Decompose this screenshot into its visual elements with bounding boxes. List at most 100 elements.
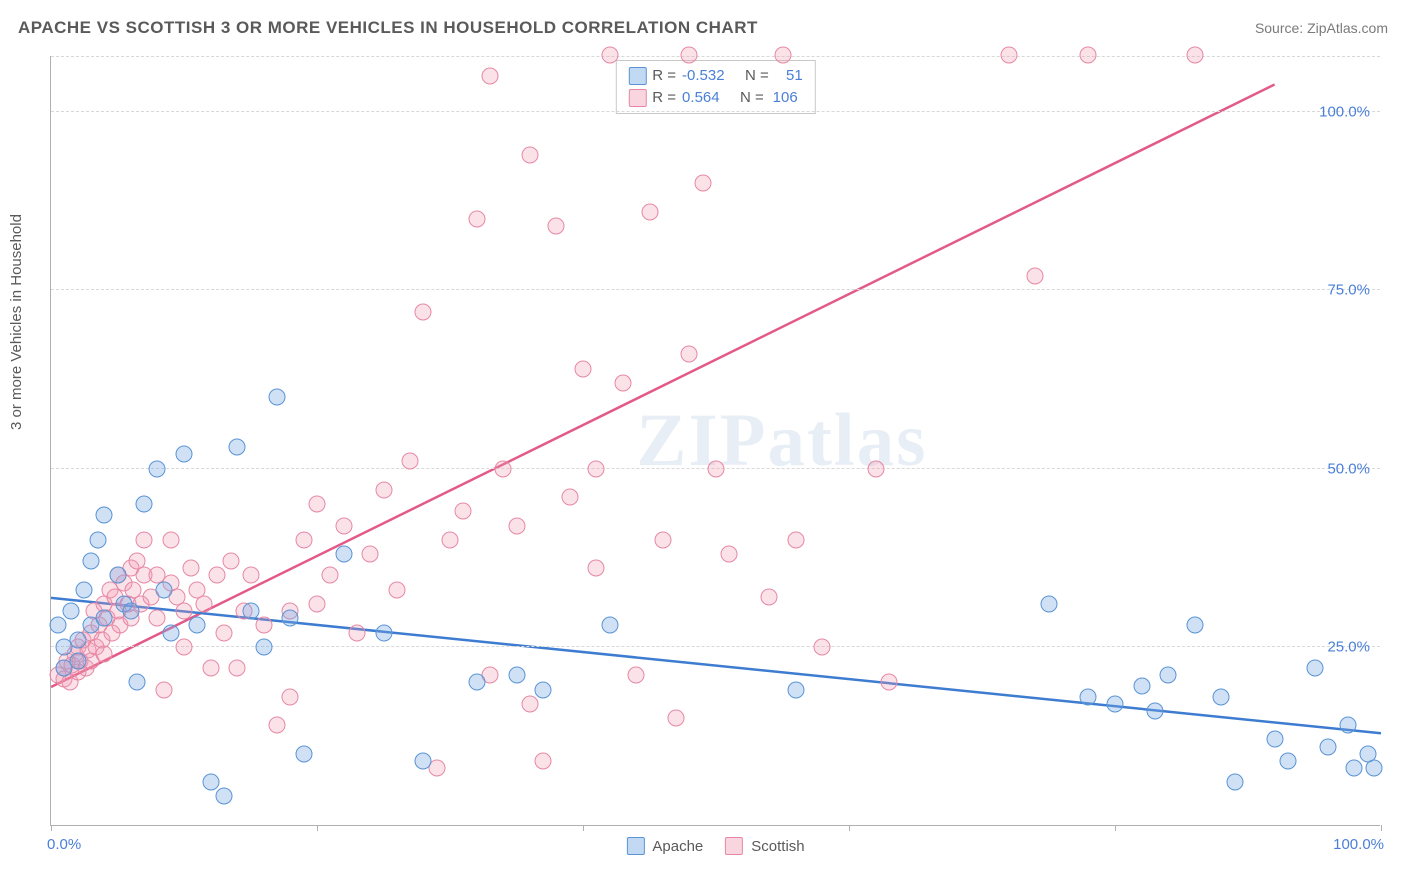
scatter-point-apache xyxy=(335,546,352,563)
legend-row-apache: R = -0.532 N = 51 xyxy=(628,65,802,87)
scatter-point-apache xyxy=(62,603,79,620)
scatter-point-scottish xyxy=(202,660,219,677)
scatter-point-apache xyxy=(1339,717,1356,734)
scatter-point-apache xyxy=(1186,617,1203,634)
source-label: Source: ZipAtlas.com xyxy=(1255,20,1388,36)
scatter-point-scottish xyxy=(535,752,552,769)
scatter-point-apache xyxy=(1213,688,1230,705)
scatter-point-scottish xyxy=(1186,47,1203,64)
scatter-point-scottish xyxy=(628,667,645,684)
scatter-point-scottish xyxy=(495,460,512,477)
scatter-point-apache xyxy=(149,460,166,477)
scatter-point-apache xyxy=(109,567,126,584)
scatter-point-apache xyxy=(229,439,246,456)
scatter-point-scottish xyxy=(814,638,831,655)
scatter-point-scottish xyxy=(468,210,485,227)
n-label: N = xyxy=(740,87,764,109)
scatter-point-scottish xyxy=(761,588,778,605)
correlation-legend: R = -0.532 N = 51 R = 0.564 N = 106 xyxy=(615,60,815,114)
scatter-point-apache xyxy=(202,774,219,791)
x-tick-mark xyxy=(583,825,584,831)
y-tick-label: 100.0% xyxy=(1319,104,1370,121)
scatter-point-apache xyxy=(122,603,139,620)
scatter-point-apache xyxy=(1319,738,1336,755)
scatter-point-scottish xyxy=(222,553,239,570)
scatter-point-scottish xyxy=(708,460,725,477)
scatter-point-apache xyxy=(129,674,146,691)
scatter-point-scottish xyxy=(295,531,312,548)
r-value-apache: -0.532 xyxy=(682,65,725,87)
scatter-point-scottish xyxy=(641,203,658,220)
scatter-point-scottish xyxy=(481,68,498,85)
scatter-point-scottish xyxy=(176,638,193,655)
scatter-point-apache xyxy=(1366,759,1383,776)
legend-swatch-apache xyxy=(628,67,646,85)
scatter-point-scottish xyxy=(215,624,232,641)
scatter-point-scottish xyxy=(229,660,246,677)
x-tick-label: 100.0% xyxy=(1333,836,1384,853)
legend-swatch-apache xyxy=(626,837,644,855)
scatter-point-scottish xyxy=(255,617,272,634)
scatter-point-scottish xyxy=(176,603,193,620)
scatter-point-apache xyxy=(787,681,804,698)
scatter-point-scottish xyxy=(348,624,365,641)
scatter-point-apache xyxy=(76,581,93,598)
scatter-point-apache xyxy=(82,553,99,570)
scatter-point-scottish xyxy=(362,546,379,563)
scatter-point-scottish xyxy=(269,717,286,734)
legend-swatch-scottish xyxy=(725,837,743,855)
scatter-point-apache xyxy=(242,603,259,620)
scatter-point-apache xyxy=(295,745,312,762)
r-label: R = xyxy=(652,87,676,109)
scatter-point-apache xyxy=(156,581,173,598)
scatter-point-apache xyxy=(535,681,552,698)
chart-title: APACHE VS SCOTTISH 3 OR MORE VEHICLES IN… xyxy=(18,18,758,38)
scatter-point-scottish xyxy=(375,481,392,498)
scatter-point-apache xyxy=(69,653,86,670)
scatter-point-scottish xyxy=(681,47,698,64)
trend-lines xyxy=(51,56,1381,826)
scatter-point-apache xyxy=(468,674,485,691)
x-tick-mark xyxy=(1115,825,1116,831)
scatter-point-scottish xyxy=(282,688,299,705)
scatter-point-scottish xyxy=(521,146,538,163)
scatter-point-apache xyxy=(1160,667,1177,684)
grid-line xyxy=(51,111,1380,112)
x-tick-mark xyxy=(317,825,318,831)
x-tick-label: 0.0% xyxy=(47,836,81,853)
grid-line xyxy=(51,289,1380,290)
trend-line xyxy=(51,85,1275,687)
scatter-point-scottish xyxy=(195,595,212,612)
n-label: N = xyxy=(745,65,769,87)
scatter-point-scottish xyxy=(561,489,578,506)
scatter-point-scottish xyxy=(588,560,605,577)
scatter-point-scottish xyxy=(209,567,226,584)
scatter-point-apache xyxy=(176,446,193,463)
scatter-point-apache xyxy=(255,638,272,655)
scatter-point-apache xyxy=(1080,688,1097,705)
scatter-point-scottish xyxy=(149,610,166,627)
scatter-point-apache xyxy=(136,496,153,513)
scatter-point-scottish xyxy=(681,346,698,363)
scatter-point-scottish xyxy=(309,595,326,612)
scatter-point-apache xyxy=(1346,759,1363,776)
scatter-point-apache xyxy=(96,610,113,627)
scatter-point-scottish xyxy=(322,567,339,584)
scatter-point-scottish xyxy=(867,460,884,477)
scatter-point-scottish xyxy=(96,645,113,662)
scatter-point-apache xyxy=(1107,695,1124,712)
scatter-point-apache xyxy=(215,788,232,805)
scatter-point-apache xyxy=(269,389,286,406)
scatter-point-scottish xyxy=(787,531,804,548)
scatter-point-scottish xyxy=(880,674,897,691)
scatter-point-apache xyxy=(189,617,206,634)
scatter-point-scottish xyxy=(654,531,671,548)
scatter-point-scottish xyxy=(242,567,259,584)
legend-label-apache: Apache xyxy=(652,838,703,855)
scatter-point-scottish xyxy=(335,517,352,534)
scatter-point-scottish xyxy=(588,460,605,477)
r-value-scottish: 0.564 xyxy=(682,87,720,109)
scatter-point-apache xyxy=(282,610,299,627)
scatter-point-scottish xyxy=(694,175,711,192)
scatter-point-scottish xyxy=(774,47,791,64)
